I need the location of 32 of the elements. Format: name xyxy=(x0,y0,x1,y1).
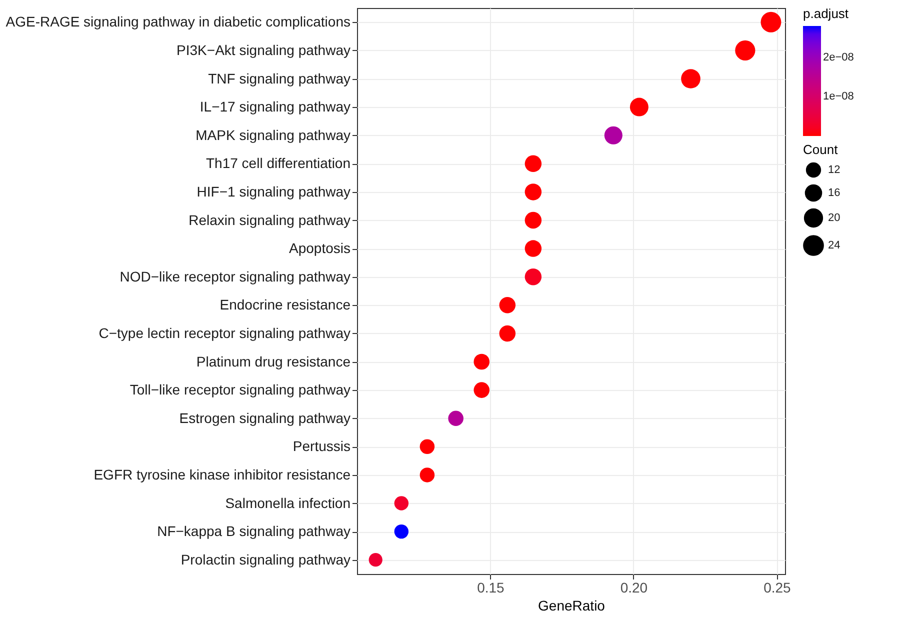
y-tick-label: Salmonella infection xyxy=(225,494,350,511)
legend-label: 16 xyxy=(828,187,840,199)
legend-title: Count xyxy=(803,142,838,157)
y-tick-label: PI3K−Akt signaling pathway xyxy=(176,42,350,58)
x-tick-label: 0.15 xyxy=(477,580,505,596)
y-tick-label: Platinum drug resistance xyxy=(196,353,351,370)
y-tick-label: NOD−like receptor signaling pathway xyxy=(120,268,350,284)
y-tick-label: Apoptosis xyxy=(289,240,350,256)
y-tick-label: Toll−like receptor signaling pathway xyxy=(130,382,350,398)
y-tick-label: TNF signaling pathway xyxy=(208,70,350,86)
x-tick-label: 0.25 xyxy=(764,580,792,596)
y-tick-label: HIF−1 signaling pathway xyxy=(196,183,350,200)
y-tick-label: Prolactin signaling pathway xyxy=(180,551,350,568)
legend-label: 20 xyxy=(828,212,840,224)
y-tick-label: C−type lectin receptor signaling pathway xyxy=(98,324,350,341)
y-tick-label: Estrogen signaling pathway xyxy=(179,410,350,426)
color-bar-label: 1e−08 xyxy=(823,90,854,103)
y-tick-label: NF−kappa B signaling pathway xyxy=(157,523,350,540)
y-tick-label: EGFR tyrosine kinase inhibitor resistance xyxy=(94,466,351,482)
y-tick-label: Pertussis xyxy=(292,438,350,454)
y-tick-label: Th17 cell differentiation xyxy=(206,155,350,172)
color-bar-title: p.adjust xyxy=(803,6,849,21)
y-tick-label: MAPK signaling pathway xyxy=(196,126,350,143)
legend-label: 24 xyxy=(828,240,840,252)
y-tick-label: AGE-RAGE signaling pathway in diabetic complications xyxy=(6,14,350,30)
x-axis-title: GeneRatio xyxy=(538,598,606,614)
y-tick-label: Relaxin signaling pathway xyxy=(188,212,350,228)
x-tick-label: 0.20 xyxy=(620,580,648,596)
color-bar-label: 2e−08 xyxy=(823,51,854,64)
legend-label: 12 xyxy=(828,164,840,176)
y-tick-label: Endocrine resistance xyxy=(220,296,351,313)
y-tick-label: IL−17 signaling pathway xyxy=(200,98,350,115)
